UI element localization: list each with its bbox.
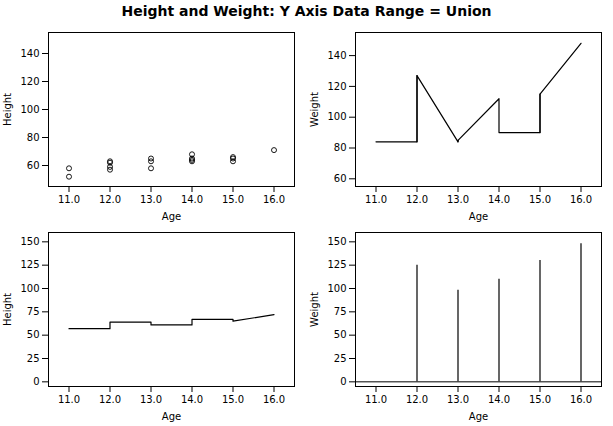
- svg-text:12.0: 12.0: [406, 394, 428, 405]
- svg-text:15.0: 15.0: [222, 194, 244, 205]
- svg-text:Weight: Weight: [309, 92, 320, 127]
- svg-text:15.0: 15.0: [529, 194, 551, 205]
- svg-text:Age: Age: [469, 411, 488, 422]
- svg-text:12.0: 12.0: [406, 194, 428, 205]
- svg-text:125: 125: [327, 259, 346, 270]
- svg-text:150: 150: [20, 236, 39, 247]
- svg-text:12.0: 12.0: [99, 394, 121, 405]
- svg-text:14.0: 14.0: [488, 194, 510, 205]
- svg-text:140: 140: [327, 50, 346, 61]
- svg-text:11.0: 11.0: [365, 394, 387, 405]
- svg-text:80: 80: [27, 132, 40, 143]
- svg-text:150: 150: [327, 236, 346, 247]
- svg-text:11.0: 11.0: [365, 194, 387, 205]
- svg-text:120: 120: [20, 76, 39, 87]
- svg-text:50: 50: [27, 329, 40, 340]
- svg-text:75: 75: [334, 306, 347, 317]
- svg-text:75: 75: [27, 306, 40, 317]
- svg-text:13.0: 13.0: [140, 194, 162, 205]
- svg-text:125: 125: [20, 259, 39, 270]
- svg-text:11.0: 11.0: [58, 394, 80, 405]
- svg-text:15.0: 15.0: [222, 394, 244, 405]
- svg-text:16.0: 16.0: [570, 194, 592, 205]
- svg-text:60: 60: [27, 160, 40, 171]
- svg-text:50: 50: [334, 329, 347, 340]
- svg-text:120: 120: [327, 81, 346, 92]
- svg-text:16.0: 16.0: [570, 394, 592, 405]
- svg-text:13.0: 13.0: [447, 394, 469, 405]
- svg-text:Height: Height: [2, 293, 13, 326]
- svg-text:25: 25: [334, 353, 347, 364]
- svg-text:16.0: 16.0: [263, 394, 285, 405]
- svg-text:100: 100: [20, 104, 39, 115]
- svg-text:12.0: 12.0: [99, 194, 121, 205]
- svg-text:14.0: 14.0: [488, 394, 510, 405]
- svg-text:13.0: 13.0: [447, 194, 469, 205]
- svg-text:100: 100: [327, 111, 346, 122]
- svg-text:140: 140: [20, 48, 39, 59]
- svg-text:Age: Age: [162, 211, 181, 222]
- svg-text:Age: Age: [469, 211, 488, 222]
- svg-text:100: 100: [20, 283, 39, 294]
- svg-text:14.0: 14.0: [181, 194, 203, 205]
- svg-text:0: 0: [340, 376, 346, 387]
- svg-text:0: 0: [33, 376, 39, 387]
- svg-text:100: 100: [327, 283, 346, 294]
- svg-text:13.0: 13.0: [140, 394, 162, 405]
- svg-text:80: 80: [334, 142, 347, 153]
- svg-text:25: 25: [27, 353, 40, 364]
- html-text:Height and Weight: Y Axis Data: Height and Weight: Y Axis Data Range = U…: [121, 3, 492, 19]
- svg-text:15.0: 15.0: [529, 394, 551, 405]
- svg-text:60: 60: [334, 173, 347, 184]
- svg-text:Height: Height: [2, 93, 13, 126]
- svg-text:16.0: 16.0: [263, 194, 285, 205]
- svg-text:Age: Age: [162, 411, 181, 422]
- svg-text:11.0: 11.0: [58, 194, 80, 205]
- svg-text:Weight: Weight: [309, 292, 320, 327]
- svg-text:14.0: 14.0: [181, 394, 203, 405]
